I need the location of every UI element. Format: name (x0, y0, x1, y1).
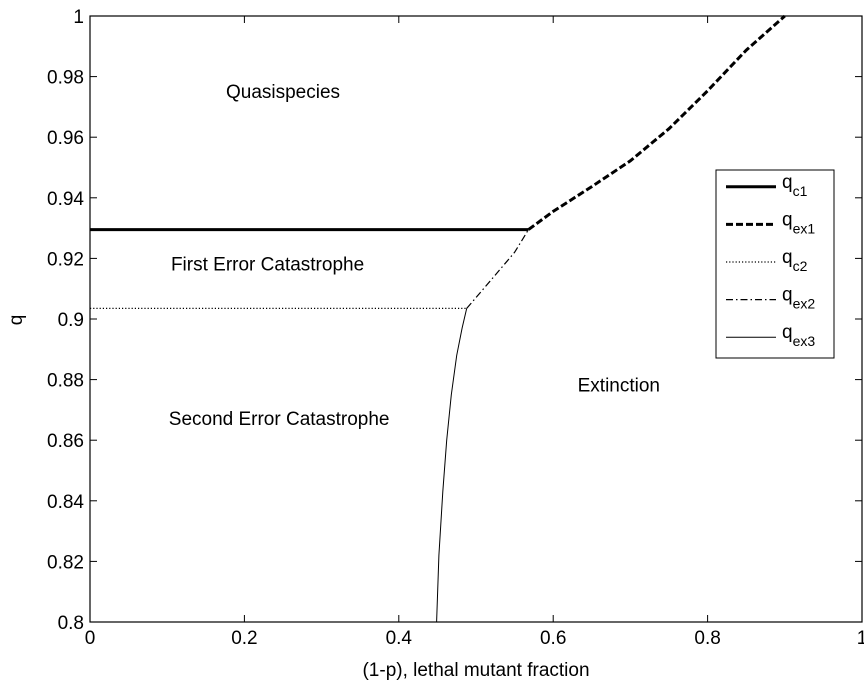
legend-label-qc1: qc1 (782, 172, 808, 199)
x-tick-label: 0.2 (231, 628, 257, 649)
x-tick-label: 0.6 (540, 628, 566, 649)
y-tick-label: 0.86 (47, 431, 84, 452)
region-label: Extinction (578, 376, 660, 397)
y-tick-label: 0.96 (47, 128, 84, 149)
y-tick-label: 0.94 (47, 189, 84, 210)
legend: qc1 qex1 qc2 qex2 qex3 (715, 169, 835, 359)
y-tick-label: 0.82 (47, 552, 84, 573)
y-tick-label: 0.98 (47, 68, 84, 89)
x-tick-label: 1 (857, 628, 864, 649)
axis-labels: (1-p), lethal mutant fraction q (6, 315, 590, 681)
legend-label-qex3: qex3 (782, 322, 815, 349)
y-tick-label: 0.8 (58, 613, 84, 634)
y-tick-label: 0.88 (47, 371, 84, 392)
legend-label-qc2: qc2 (782, 247, 808, 274)
y-tick-label: 0.92 (47, 249, 84, 270)
legend-label-qex2: qex2 (782, 285, 815, 312)
x-tick-label: 0.4 (386, 628, 413, 649)
legend-label-qex1: qex1 (782, 209, 815, 236)
x-tick-label: 0 (85, 628, 96, 649)
y-axis-label: q (6, 315, 27, 326)
y-tick-label: 0.84 (47, 492, 84, 513)
y-tick-label: 0.9 (58, 310, 84, 331)
ticks-layer: 0 0.2 0.4 0.6 0.8 1 0.8 0.82 0.84 0.86 0.88 0.9 0.92… (47, 7, 864, 649)
y-tick-label: 1 (73, 7, 84, 28)
series-line-qex2 (466, 229, 530, 309)
annotations-layer: Quasispecies First Error Catastrophe Secon… (169, 82, 660, 430)
series-layer (90, 14, 786, 623)
region-label: Second Error Catastrophe (169, 409, 390, 430)
x-tick-label: 0.8 (694, 628, 720, 649)
region-label: First Error Catastrophe (171, 255, 364, 276)
x-axis-label: (1-p), lethal mutant fraction (362, 660, 589, 681)
series-line-qex3 (436, 308, 468, 623)
series-line-qex1 (527, 14, 786, 231)
region-label: Quasispecies (226, 82, 340, 103)
legend-box (715, 169, 835, 359)
